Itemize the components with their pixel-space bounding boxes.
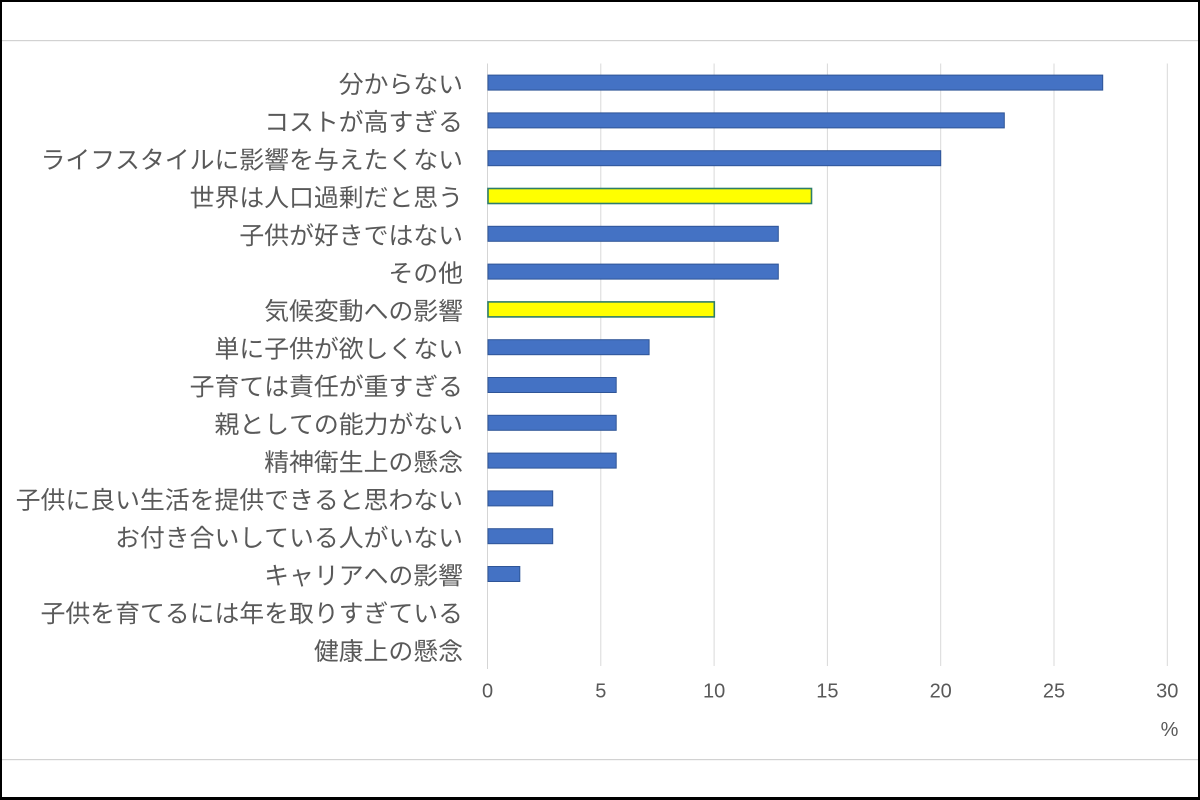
svg-text:30: 30: [1156, 681, 1178, 703]
svg-text:15: 15: [816, 681, 838, 703]
svg-text:10: 10: [703, 681, 725, 703]
svg-text:%: %: [1161, 719, 1179, 741]
svg-text:20: 20: [930, 681, 952, 703]
svg-text:0: 0: [482, 681, 493, 703]
svg-text:5: 5: [595, 681, 606, 703]
svg-text:25: 25: [1043, 681, 1065, 703]
